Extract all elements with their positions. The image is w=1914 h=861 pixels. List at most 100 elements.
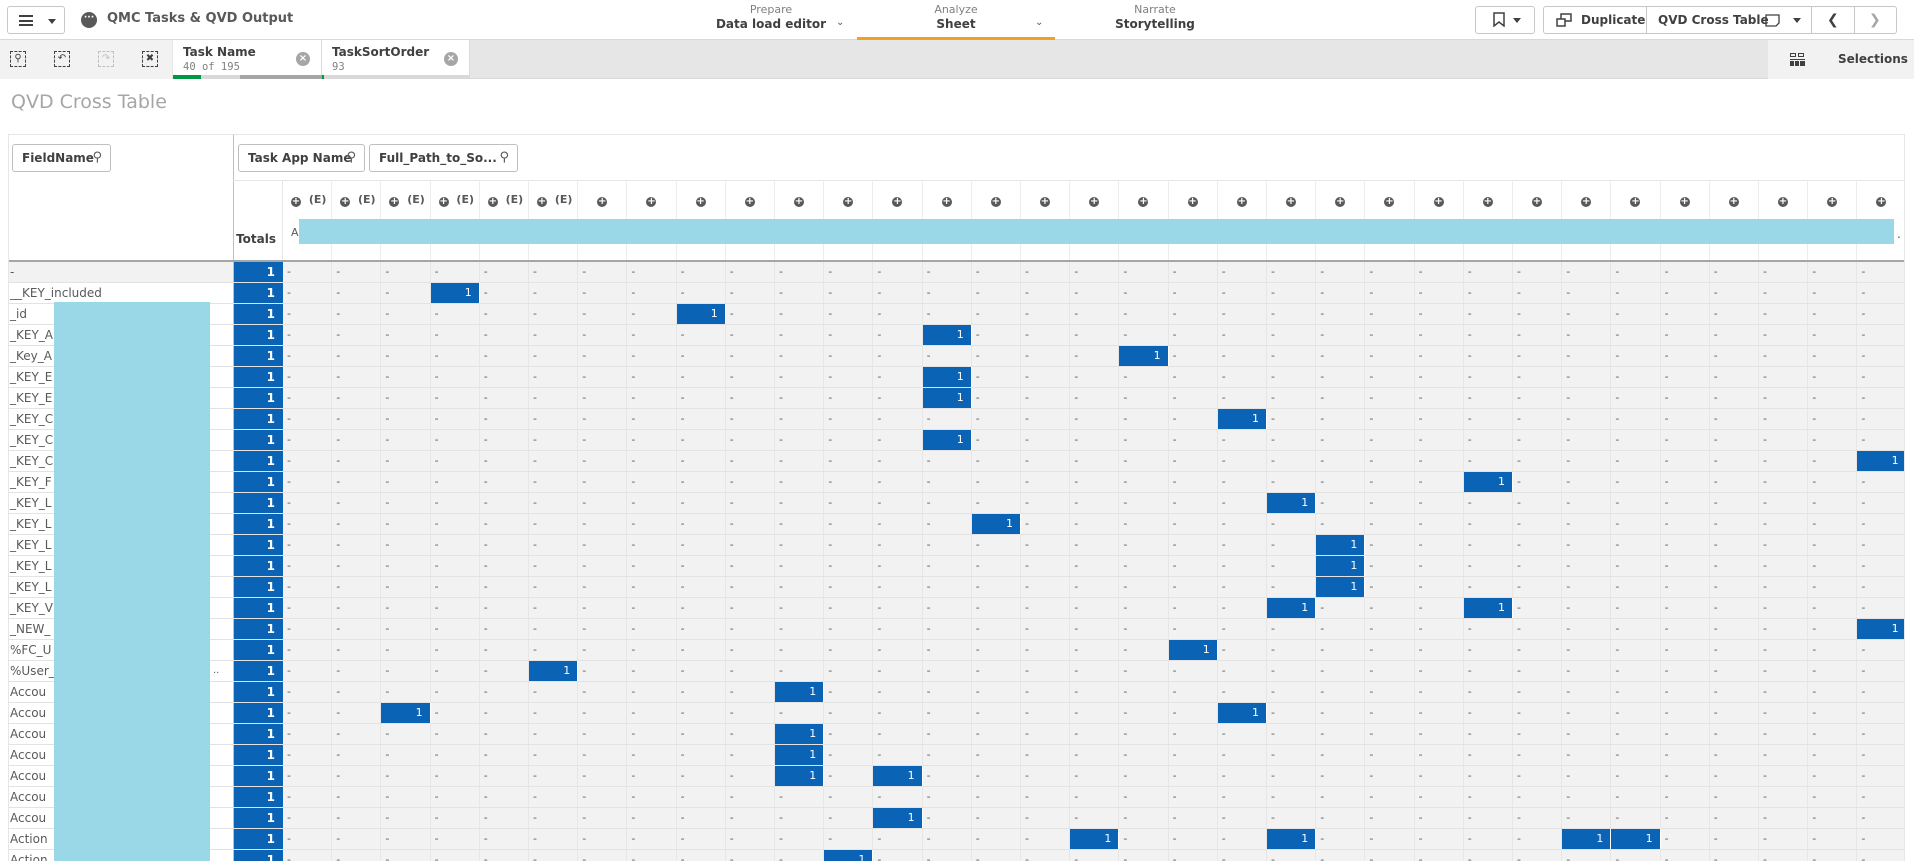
data-cell-empty[interactable]: - — [627, 367, 677, 387]
data-cell-empty[interactable]: - — [1218, 619, 1267, 639]
data-cell-empty[interactable]: - — [873, 682, 923, 702]
expand-column-icon[interactable]: + — [1335, 193, 1346, 207]
expand-column-icon[interactable]: + — [646, 193, 657, 207]
data-cell-empty[interactable]: - — [332, 640, 382, 660]
data-cell-empty[interactable]: - — [1365, 388, 1415, 408]
data-cell-empty[interactable]: - — [1710, 535, 1759, 555]
data-cell-empty[interactable]: - — [1169, 556, 1218, 576]
data-cell-empty[interactable]: - — [529, 535, 579, 555]
data-cell-empty[interactable]: - — [480, 325, 529, 345]
data-cell-empty[interactable]: - — [1021, 283, 1071, 303]
data-cell-empty[interactable]: - — [1611, 577, 1661, 597]
data-cell-empty[interactable]: - — [529, 367, 579, 387]
data-cell-empty[interactable]: - — [923, 745, 972, 765]
data-cell-empty[interactable]: - — [1808, 850, 1858, 861]
data-cell-empty[interactable]: - — [1119, 430, 1169, 450]
data-cell-empty[interactable]: - — [1415, 388, 1464, 408]
data-cell-empty[interactable]: - — [529, 262, 579, 282]
data-cell-empty[interactable]: - — [1808, 787, 1858, 807]
data-cell-empty[interactable]: - — [1710, 262, 1759, 282]
data-cell-empty[interactable]: - — [1365, 745, 1415, 765]
data-cell-empty[interactable]: - — [1021, 787, 1071, 807]
data-cell-empty[interactable]: - — [1218, 745, 1267, 765]
data-cell-empty[interactable]: - — [1661, 556, 1710, 576]
data-cell-empty[interactable]: - — [1267, 850, 1317, 861]
data-cell-empty[interactable]: - — [1808, 619, 1858, 639]
data-cell-empty[interactable]: - — [677, 703, 726, 723]
data-cell-empty[interactable]: - — [1415, 409, 1464, 429]
data-cell-empty[interactable]: - — [1808, 766, 1858, 786]
data-cell-empty[interactable]: - — [1710, 283, 1759, 303]
data-cell-value[interactable]: 1 — [529, 661, 579, 681]
data-cell-empty[interactable]: - — [824, 829, 874, 849]
expand-column-icon[interactable]: + (E) — [537, 193, 572, 207]
data-cell-empty[interactable]: - — [726, 451, 775, 471]
data-cell-empty[interactable]: - — [1513, 682, 1563, 702]
data-cell-empty[interactable]: - — [1415, 682, 1464, 702]
data-cell-value[interactable]: 1 — [1316, 535, 1366, 555]
data-cell-empty[interactable]: - — [1808, 493, 1858, 513]
data-cell-empty[interactable]: - — [1021, 514, 1071, 534]
data-cell-empty[interactable]: - — [1562, 787, 1612, 807]
data-cell-empty[interactable]: - — [1119, 703, 1169, 723]
data-cell-empty[interactable]: - — [1759, 304, 1809, 324]
data-cell-empty[interactable]: - — [677, 598, 726, 618]
data-cell-empty[interactable]: - — [1562, 577, 1612, 597]
data-cell-empty[interactable]: - — [381, 325, 431, 345]
data-cell-empty[interactable]: - — [431, 850, 480, 861]
data-cell-empty[interactable]: - — [1513, 283, 1563, 303]
data-cell-empty[interactable]: - — [1661, 304, 1710, 324]
data-cell-empty[interactable]: - — [1119, 661, 1169, 681]
main-menu-button[interactable] — [7, 6, 65, 34]
data-cell-empty[interactable]: - — [1267, 640, 1317, 660]
data-cell-empty[interactable]: - — [1513, 577, 1563, 597]
data-cell-empty[interactable]: - — [381, 598, 431, 618]
data-cell-empty[interactable]: - — [873, 577, 923, 597]
data-cell-empty[interactable]: - — [1857, 535, 1904, 555]
nav-analyze[interactable]: Analyze Sheet ⌄ — [857, 0, 1055, 40]
data-cell-empty[interactable]: - — [1710, 304, 1759, 324]
data-cell-empty[interactable]: - — [726, 724, 775, 744]
data-cell-empty[interactable]: - — [1021, 829, 1071, 849]
data-cell-empty[interactable]: - — [529, 409, 579, 429]
data-cell-empty[interactable]: - — [1365, 409, 1415, 429]
data-cell-empty[interactable]: - — [972, 619, 1021, 639]
data-cell-empty[interactable]: - — [1218, 808, 1267, 828]
data-cell-empty[interactable]: - — [431, 304, 480, 324]
data-cell-empty[interactable]: - — [1710, 325, 1759, 345]
data-cell-empty[interactable]: - — [627, 430, 677, 450]
data-cell-empty[interactable]: - — [923, 283, 972, 303]
data-cell-empty[interactable]: - — [1119, 535, 1169, 555]
data-cell-empty[interactable]: - — [480, 388, 529, 408]
chevron-down-icon[interactable]: ⌄ — [836, 17, 845, 28]
data-cell-value[interactable]: 1 — [1217, 703, 1267, 723]
data-cell-empty[interactable]: - — [1661, 514, 1710, 534]
data-cell-empty[interactable]: - — [873, 430, 923, 450]
data-cell-empty[interactable]: - — [1759, 493, 1809, 513]
data-cell-empty[interactable]: - — [578, 703, 628, 723]
data-cell-empty[interactable]: - — [1759, 409, 1809, 429]
data-cell-empty[interactable]: - — [1808, 745, 1858, 765]
data-cell-empty[interactable]: - — [1661, 577, 1710, 597]
data-cell-empty[interactable]: - — [1415, 514, 1464, 534]
data-cell-empty[interactable]: - — [775, 556, 825, 576]
data-cell-empty[interactable]: - — [677, 325, 726, 345]
data-cell-empty[interactable]: - — [873, 262, 923, 282]
data-cell-empty[interactable]: - — [1218, 577, 1267, 597]
data-cell-empty[interactable]: - — [726, 766, 775, 786]
data-cell-empty[interactable]: - — [726, 430, 775, 450]
data-cell-empty[interactable]: - — [1119, 409, 1169, 429]
data-cell-empty[interactable]: - — [1316, 514, 1366, 534]
data-cell-empty[interactable]: - — [1562, 556, 1612, 576]
data-cell-empty[interactable]: - — [1415, 745, 1464, 765]
data-cell-empty[interactable]: - — [431, 724, 480, 744]
expand-column-icon[interactable]: + — [1433, 193, 1444, 207]
data-cell-empty[interactable]: - — [283, 619, 333, 639]
data-cell-empty[interactable]: - — [824, 724, 874, 744]
data-cell-empty[interactable]: - — [1710, 493, 1759, 513]
data-cell-empty[interactable]: - — [1808, 451, 1858, 471]
data-cell-empty[interactable]: - — [283, 745, 333, 765]
data-cell-empty[interactable]: - — [1169, 346, 1218, 366]
data-cell-empty[interactable]: - — [1611, 850, 1661, 861]
data-cell-empty[interactable]: - — [627, 787, 677, 807]
